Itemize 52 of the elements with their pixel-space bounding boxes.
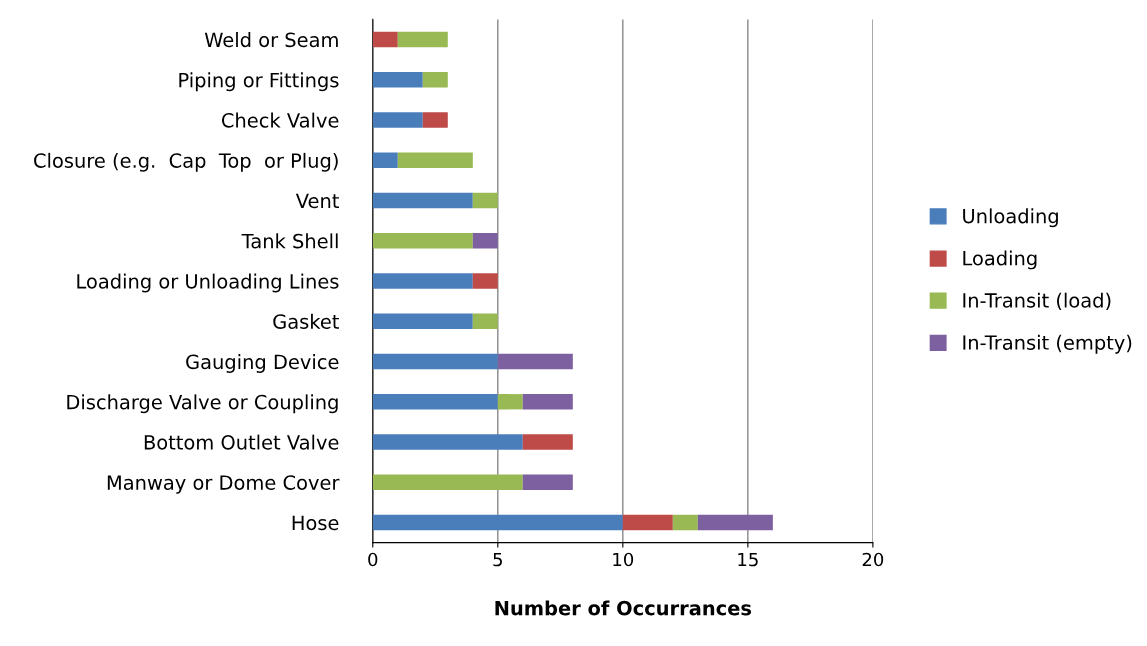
y-tick-label: Manway or Dome Cover bbox=[107, 475, 340, 494]
y-tick-label: Discharge Valve or Coupling bbox=[67, 394, 338, 414]
bar bbox=[397, 31, 448, 48]
y-tick-label: Gasket bbox=[273, 313, 339, 329]
bar bbox=[422, 72, 448, 88]
bar bbox=[472, 313, 498, 329]
bar bbox=[622, 514, 673, 531]
bar bbox=[372, 72, 423, 88]
x-tick-label: 0 bbox=[368, 552, 378, 567]
bar bbox=[372, 394, 498, 410]
y-tick-label: Vent bbox=[295, 193, 339, 209]
y-tick-label: Check Valve bbox=[221, 112, 339, 128]
y-tick-label: Bottom Outlet Valve bbox=[144, 434, 339, 450]
bar bbox=[372, 192, 473, 209]
bar bbox=[372, 233, 473, 249]
bar bbox=[522, 474, 573, 490]
y-tick-label: Hose bbox=[292, 515, 339, 531]
legend-label: In-Transit (load) bbox=[963, 292, 1111, 311]
legend-label: In-Transit (empty) bbox=[963, 334, 1132, 354]
y-tick-label: Piping or Fittings bbox=[179, 72, 339, 92]
bar bbox=[397, 152, 473, 168]
bar bbox=[472, 233, 498, 249]
y-tick-label: Closure (e.g. Cap Top or Plug) bbox=[34, 152, 338, 172]
bar bbox=[372, 273, 473, 289]
bar bbox=[372, 353, 498, 370]
bar bbox=[672, 514, 698, 531]
y-tick-label: Loading or Unloading Lines bbox=[77, 273, 339, 293]
bar bbox=[497, 353, 573, 370]
y-tick-label: Weld or Seam bbox=[204, 32, 338, 48]
y-tick-label: Gauging Device bbox=[186, 354, 339, 373]
bar bbox=[372, 434, 523, 450]
y-tick-label: Tank Shell bbox=[241, 233, 338, 249]
bar bbox=[372, 31, 398, 48]
bar bbox=[372, 514, 623, 531]
x-tick-label: 15 bbox=[738, 552, 758, 567]
x-tick-label: 20 bbox=[862, 552, 884, 567]
x-axis-title: Number of Occurrances bbox=[495, 600, 752, 616]
bar bbox=[472, 192, 498, 209]
x-tick-label: 10 bbox=[613, 552, 634, 567]
bar bbox=[372, 313, 473, 329]
x-tick-label: 5 bbox=[493, 552, 502, 567]
legend-label: Loading bbox=[963, 250, 1037, 270]
bar bbox=[522, 434, 573, 450]
bar bbox=[372, 474, 523, 490]
bar bbox=[372, 112, 423, 128]
bar bbox=[697, 514, 773, 531]
bar bbox=[372, 152, 398, 168]
legend-label: Unloading bbox=[963, 208, 1058, 228]
bar bbox=[422, 112, 448, 128]
bar bbox=[497, 394, 523, 410]
bar bbox=[472, 273, 498, 289]
bar bbox=[522, 394, 573, 410]
